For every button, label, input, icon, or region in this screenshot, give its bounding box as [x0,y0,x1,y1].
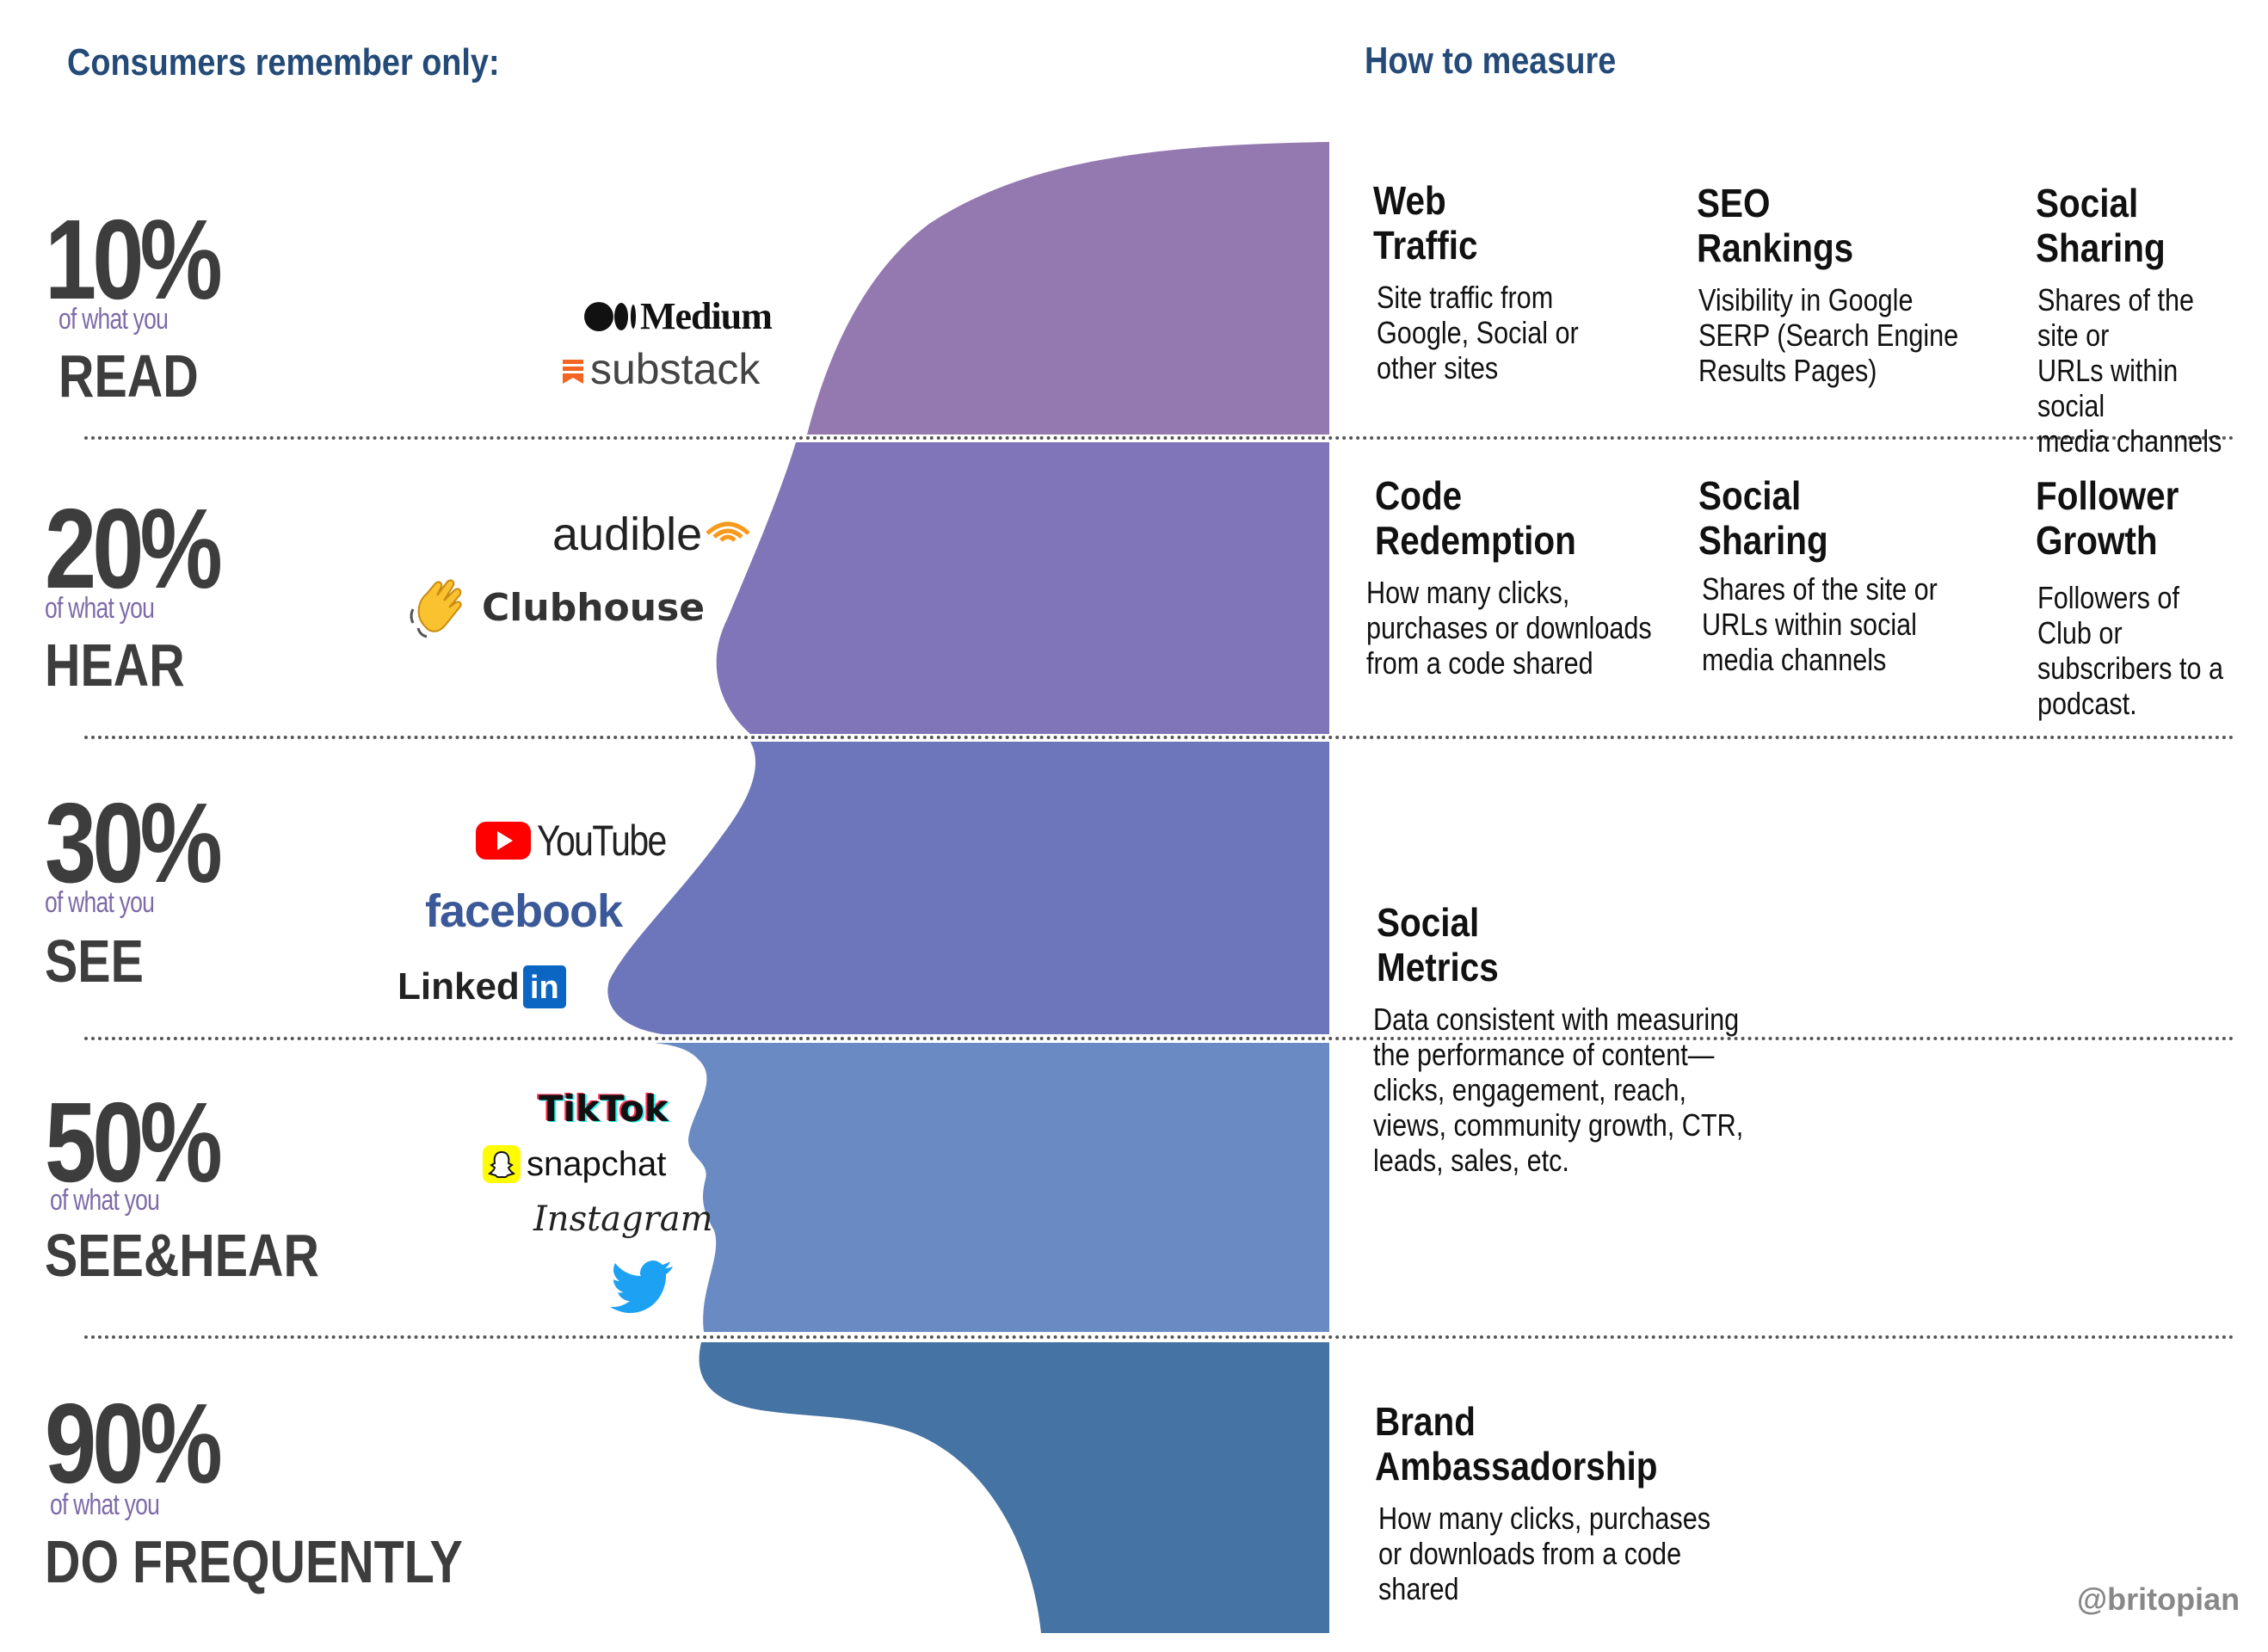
credit-handle: @britopian [2077,1581,2240,1617]
measure-desc: Site traffic from Google, Social or othe… [1377,280,1579,385]
verb-see-hear: SEE&HEAR [45,1222,319,1289]
snapchat-label: snapchat [527,1144,667,1183]
head-band-see-hear [654,1043,1329,1332]
verb-see: SEE [45,928,144,995]
measure-title: Follower Growth [2036,473,2179,563]
substack-icon [563,360,583,384]
social-metrics-desc: Data consistent with measuring the perfo… [1373,1002,1744,1178]
linkedin-label: Linked [398,965,520,1008]
head-band-see [607,742,1329,1034]
head-band-read [807,142,1329,435]
subtitle-do: of what you [50,1489,160,1521]
measure-desc: How many clicks, purchases or downloads … [1378,1501,1711,1606]
measure-desc: How many clicks, purchases or downloads … [1366,575,1652,681]
measure-desc: Visibility in Google SERP (Search Engine… [1698,282,1959,388]
row-divider [84,436,2235,440]
linkedin-icon: in [522,965,566,1008]
medium-icon [584,301,636,331]
subtitle-hear: of what you [45,592,155,625]
audible-logo: audible [552,508,752,561]
clubhouse-label: Clubhouse [482,585,706,630]
subtitle-see: of what you [45,886,155,919]
row-divider [84,1037,2235,1040]
verb-do: DO FREQUENTLY [45,1528,463,1595]
verb-hear: HEAR [45,632,185,699]
left-title: Consumers remember only: [67,41,500,83]
measure-desc: Shares of the site or URLs within social… [2037,282,2222,459]
right-title: How to measure [1365,40,1617,82]
medium-logo: Medium [583,294,773,338]
twitter-icon [610,1261,673,1313]
measure-title: Brand Ambassadorship [1375,1399,1658,1489]
youtube-logo: YouTube [475,816,693,866]
youtube-icon [476,822,531,860]
linkedin-logo: Linked in [398,965,566,1008]
clubhouse-logo: Clubhouse [406,575,705,640]
measure-title: SEO Rankings [1697,181,1854,270]
social-metrics-title: Social Metrics [1377,900,1499,989]
subtitle-see-hear: of what you [50,1184,160,1217]
audible-label: audible [552,509,703,560]
measure-desc: Shares of the site or URLs within social… [1702,571,1938,677]
snapchat-logo: snapchat [482,1144,666,1184]
percent-hear: 20% [45,485,223,612]
percent-do: 90% [45,1380,223,1507]
instagram-logo: Instagram [533,1199,713,1239]
substack-label: substack [590,345,761,393]
measure-desc: Followers of Club or subscribers to a po… [2037,580,2223,721]
clap-hand-icon [410,579,462,638]
row-divider [84,1335,2235,1339]
measure-title: Web Traffic [1373,178,1478,268]
tiktok-logo: TikTok [539,1088,669,1130]
measure-title: Social Sharing [1698,473,1828,563]
percent-see-hear: 50% [45,1079,223,1205]
youtube-label: YouTube [537,817,667,865]
measure-title: Social Sharing [2036,181,2166,270]
percent-read: 10% [45,196,223,323]
subtitle-read: of what you [59,303,169,336]
head-band-do [699,1342,1329,1633]
row-divider [84,736,2235,739]
facebook-logo: facebook [425,885,623,937]
verb-read: READ [59,342,199,410]
percent-see: 30% [45,780,223,906]
substack-logo: substack [561,344,760,394]
audible-icon [706,521,750,542]
medium-label: Medium [640,295,773,337]
head-band-hear [716,442,1329,734]
measure-title: Code Redemption [1375,473,1576,563]
snapchat-icon [483,1145,521,1183]
